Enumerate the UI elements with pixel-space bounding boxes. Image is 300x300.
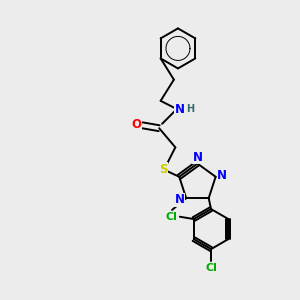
Text: N: N xyxy=(175,193,185,206)
Text: N: N xyxy=(192,151,203,164)
Text: H: H xyxy=(186,104,194,114)
Text: Cl: Cl xyxy=(165,212,177,222)
Text: O: O xyxy=(132,118,142,131)
Text: S: S xyxy=(159,163,168,176)
Text: N: N xyxy=(217,169,227,182)
Text: N: N xyxy=(175,103,185,116)
Text: Cl: Cl xyxy=(205,263,217,273)
